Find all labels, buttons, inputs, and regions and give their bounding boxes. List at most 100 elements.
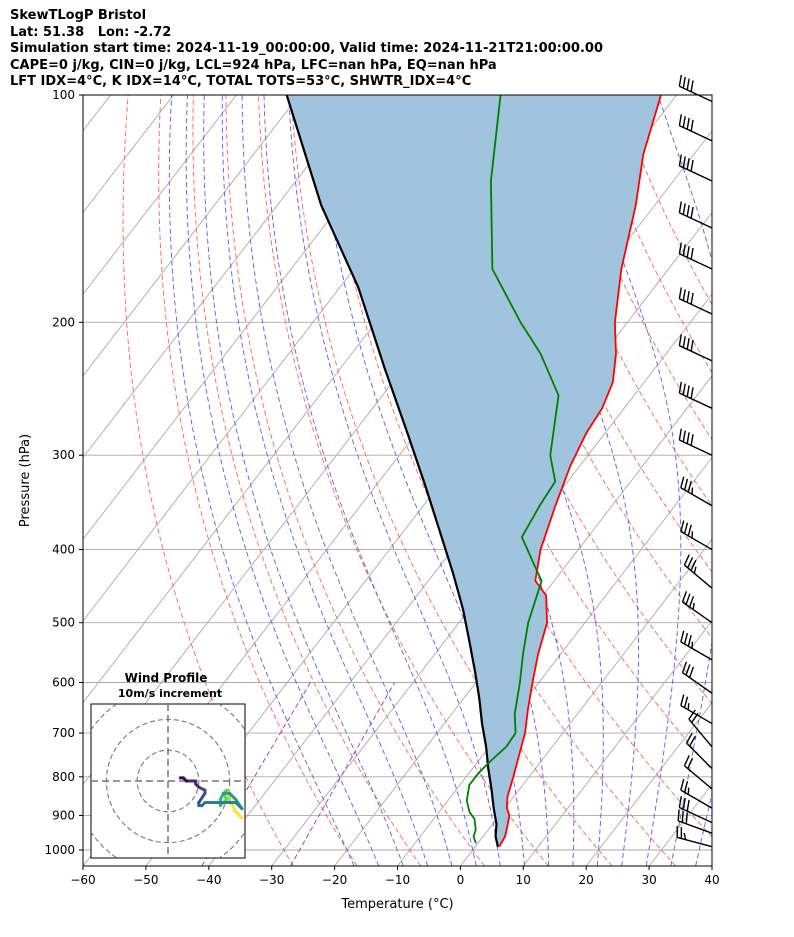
- wind-barb-flag: [686, 246, 690, 258]
- wind-barb: [685, 732, 713, 770]
- isotherm-line: [83, 95, 363, 459]
- moist-adiabat: [185, 95, 380, 866]
- wind-barb-flag: [690, 387, 694, 399]
- wind-barb-flag: [683, 781, 689, 793]
- isotherm-line: [522, 620, 712, 866]
- time-line: Simulation start time: 2024-11-19_00:00:…: [10, 41, 603, 56]
- location-line: Lat: 51.38 Lon: -2.72: [10, 24, 172, 40]
- wind-barb-flag: [685, 732, 693, 744]
- hodograph-title: Wind Profile: [125, 671, 208, 685]
- wind-barb-flag: [682, 289, 686, 301]
- wind-barb-flag: [681, 661, 688, 673]
- wind-barb-flag: [680, 520, 685, 532]
- wind-barb-flag: [690, 159, 694, 172]
- y-tick-label: 1000: [44, 843, 75, 857]
- dry-adiabat: [158, 95, 358, 866]
- wind-barb: [678, 114, 713, 142]
- wind-barb: [683, 554, 713, 589]
- wind-barb-flag: [687, 524, 692, 537]
- parcel-profile-line: [285, 95, 499, 847]
- wind-barb-flag: [680, 630, 685, 643]
- wind-barb-staff: [682, 601, 713, 624]
- wind-barb-staff: [679, 253, 713, 270]
- dry-adiabat: [225, 95, 485, 866]
- wind-barb-staff: [679, 298, 713, 315]
- wind-barb-flag: [682, 244, 686, 256]
- wind-barb-staff: [683, 564, 713, 589]
- station-title: SkewTLogP Bristol: [10, 8, 147, 23]
- wind-barb-flag: [678, 428, 682, 441]
- wind-barb-staff: [682, 672, 713, 694]
- wind-barb-staff: [679, 165, 713, 182]
- wind-barb-flag: [680, 778, 685, 791]
- wind-barb: [680, 778, 713, 809]
- wind-barb-flag: [678, 114, 682, 126]
- x-tick-label: −40: [196, 873, 221, 887]
- wind-barb-staff: [677, 836, 713, 848]
- x-tick-label: −20: [322, 873, 347, 887]
- isotherm-line: [83, 95, 300, 377]
- wind-barb: [678, 334, 713, 362]
- isotherm-line: [83, 95, 426, 540]
- chart-header: SkewTLogP Bristol Lat: 51.38 Lon: -2.72 …: [10, 8, 603, 91]
- y-tick-label: 700: [52, 726, 75, 740]
- wind-barb-staff: [679, 212, 713, 229]
- wind-barb-staff: [688, 718, 713, 748]
- wind-barb-flag: [685, 593, 691, 605]
- wind-barb: [683, 755, 713, 790]
- wind-barb: [678, 428, 713, 456]
- wind-barb-flag: [686, 78, 690, 91]
- moist-adiabat: [263, 95, 477, 866]
- y-tick-label: 800: [52, 770, 75, 784]
- y-tick-label: 300: [52, 448, 75, 462]
- stability-line: CAPE=0 j/kg, CIN=0 j/kg, LCL=924 hPa, LF…: [10, 57, 497, 73]
- wind-barb-flag: [686, 291, 690, 303]
- wind-barb: [678, 154, 713, 182]
- wind-barb-flag: [683, 478, 689, 491]
- wind-barb: [681, 661, 713, 694]
- wind-barb-flag: [686, 158, 690, 170]
- wind-barb-flag: [681, 591, 688, 603]
- wind-barb-staff: [679, 85, 713, 103]
- wind-barb-flag: [690, 119, 694, 132]
- wind-barb: [678, 287, 713, 315]
- wind-barb: [680, 694, 713, 725]
- wind-barb-flag: [683, 696, 689, 708]
- wind-barb-flag: [690, 206, 694, 219]
- wind-barb-flag: [687, 557, 694, 569]
- wind-barb-flag: [682, 76, 686, 89]
- wind-barb-flag: [690, 339, 694, 352]
- wind-barb-flag: [677, 809, 680, 821]
- moist-adiabat: [203, 95, 404, 866]
- wind-barb-flag: [678, 287, 682, 299]
- hodograph-body: [91, 704, 245, 858]
- wind-barb-flag: [688, 666, 695, 678]
- wind-barb-flag: [682, 116, 686, 128]
- x-tick-label: 20: [579, 873, 594, 887]
- cin-shading: [286, 95, 661, 847]
- hodograph-inset: Wind Profile 10m/s increment: [90, 671, 246, 859]
- wind-barb-flag: [678, 796, 682, 808]
- x-tick-label: 0: [457, 873, 465, 887]
- wind-barb-flag: [681, 810, 684, 823]
- dewpoint-line: [465, 95, 560, 844]
- wind-barb-flag: [678, 201, 682, 213]
- wind-barb-flag: [678, 154, 682, 166]
- wind-barb: [678, 201, 713, 229]
- wind-barb-staff: [679, 124, 713, 142]
- x-tick-label: −60: [70, 873, 95, 887]
- x-tick-label: −50: [133, 873, 158, 887]
- wind-barb: [681, 591, 713, 624]
- x-tick-label: 40: [704, 873, 719, 887]
- dry-adiabat: [192, 95, 422, 866]
- dry-adiabat: [122, 95, 294, 866]
- wind-barb-flag: [682, 156, 686, 168]
- x-axis-label: Temperature (°C): [340, 897, 453, 912]
- isotherm-line: [334, 375, 712, 866]
- wind-barb-flag: [692, 602, 695, 610]
- wind-barb-flag: [686, 337, 690, 350]
- wind-barb-flag: [686, 385, 690, 397]
- y-tick-label: 900: [52, 808, 75, 822]
- wind-barb-flag: [690, 292, 694, 305]
